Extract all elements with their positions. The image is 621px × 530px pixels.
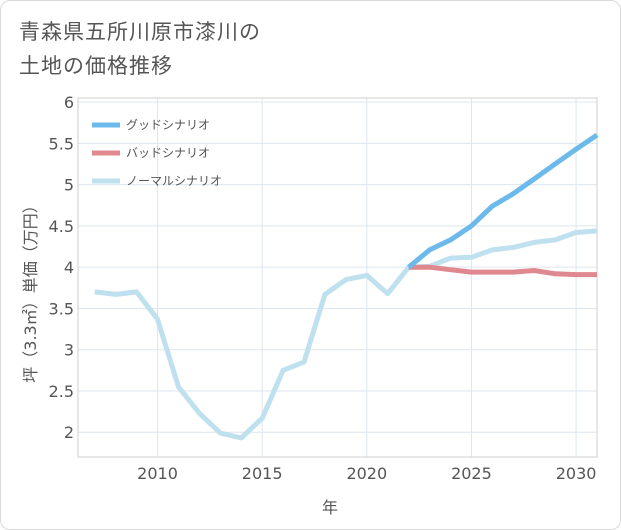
chart-title-line-1: 青森県五所川原市漆川の bbox=[19, 20, 261, 44]
tick-labels: 2 2.5 3 3.5 4 4.5 5 5.5 6 2010 2015 2020 2025 2030 bbox=[49, 93, 597, 483]
y-tick-label: 5.5 bbox=[49, 134, 74, 153]
y-tick-label: 4.5 bbox=[49, 217, 74, 236]
chart-title: 青森県五所川原市漆川の 土地の価格推移 bbox=[19, 15, 261, 83]
series-line-1 bbox=[408, 264, 597, 278]
y-tick-label: 2.5 bbox=[49, 382, 74, 401]
y-tick-label: 4 bbox=[64, 258, 74, 277]
y-tick-label: 2 bbox=[64, 423, 74, 442]
y-tick-label: 6 bbox=[64, 93, 74, 112]
legend-label: バッドシナリオ bbox=[126, 146, 210, 160]
x-tick-label: 2015 bbox=[242, 464, 283, 483]
y-tick-label: 5 bbox=[64, 176, 74, 195]
y-tick-label: 3 bbox=[64, 341, 74, 360]
x-tick-label: 2010 bbox=[137, 464, 178, 483]
y-tick-label: 3.5 bbox=[49, 299, 74, 318]
series-line-0 bbox=[407, 133, 599, 270]
series-line-2 bbox=[94, 228, 598, 441]
legend-label: グッドシナリオ bbox=[126, 118, 210, 132]
legend-label: ノーマルシナリオ bbox=[126, 174, 222, 188]
y-axis-title: 坪（3.3㎡）単価（万円） bbox=[21, 197, 40, 382]
x-axis-title: 年 bbox=[322, 498, 338, 517]
chart-title-line-2: 土地の価格推移 bbox=[19, 54, 173, 78]
x-tick-label: 2025 bbox=[451, 464, 492, 483]
plot-area-border bbox=[77, 97, 598, 458]
x-tick-label: 2020 bbox=[346, 464, 387, 483]
series-lines bbox=[94, 133, 599, 441]
x-tick-label: 2030 bbox=[556, 464, 597, 483]
